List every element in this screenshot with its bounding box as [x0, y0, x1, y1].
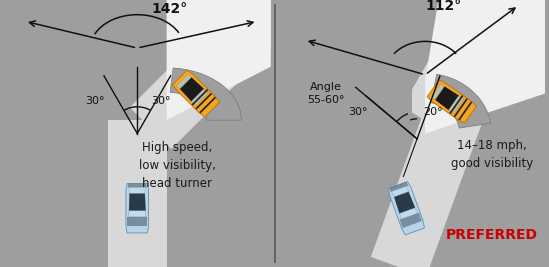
- Polygon shape: [400, 208, 417, 219]
- Polygon shape: [388, 182, 424, 235]
- Polygon shape: [427, 80, 477, 123]
- Polygon shape: [150, 0, 271, 128]
- Text: 20°: 20°: [423, 107, 443, 117]
- Polygon shape: [431, 74, 491, 128]
- Polygon shape: [192, 89, 208, 106]
- Polygon shape: [130, 0, 322, 149]
- Polygon shape: [180, 77, 204, 101]
- Polygon shape: [435, 87, 458, 110]
- Polygon shape: [371, 6, 517, 267]
- Polygon shape: [402, 0, 549, 134]
- Polygon shape: [391, 186, 408, 197]
- Polygon shape: [129, 193, 145, 211]
- Text: 142°: 142°: [151, 2, 187, 16]
- Polygon shape: [176, 74, 191, 89]
- Text: 30°: 30°: [85, 96, 104, 107]
- Polygon shape: [425, 0, 545, 134]
- Text: 30°: 30°: [152, 96, 171, 107]
- Polygon shape: [172, 70, 220, 117]
- Text: 30°: 30°: [349, 107, 368, 117]
- Polygon shape: [128, 211, 146, 217]
- Polygon shape: [199, 97, 216, 113]
- Polygon shape: [192, 89, 208, 106]
- Polygon shape: [449, 96, 464, 114]
- Polygon shape: [128, 184, 147, 187]
- Polygon shape: [195, 93, 212, 109]
- Polygon shape: [449, 95, 463, 114]
- Polygon shape: [127, 217, 148, 226]
- Text: 112°: 112°: [425, 0, 462, 13]
- Polygon shape: [453, 98, 468, 117]
- Polygon shape: [170, 68, 242, 120]
- Text: PREFERRED: PREFERRED: [446, 228, 538, 242]
- Polygon shape: [458, 101, 472, 120]
- Polygon shape: [431, 83, 444, 100]
- Text: High speed,
low visibility,
head turner: High speed, low visibility, head turner: [139, 141, 216, 190]
- Polygon shape: [108, 120, 166, 267]
- Text: Angle
55-60°: Angle 55-60°: [307, 82, 345, 105]
- Polygon shape: [389, 182, 408, 192]
- Polygon shape: [129, 187, 145, 193]
- Polygon shape: [126, 184, 149, 233]
- Text: 14–18 mph,
good visibility: 14–18 mph, good visibility: [451, 139, 533, 170]
- Polygon shape: [400, 213, 422, 228]
- Polygon shape: [4, 0, 108, 120]
- Polygon shape: [394, 192, 415, 213]
- Polygon shape: [278, 0, 412, 134]
